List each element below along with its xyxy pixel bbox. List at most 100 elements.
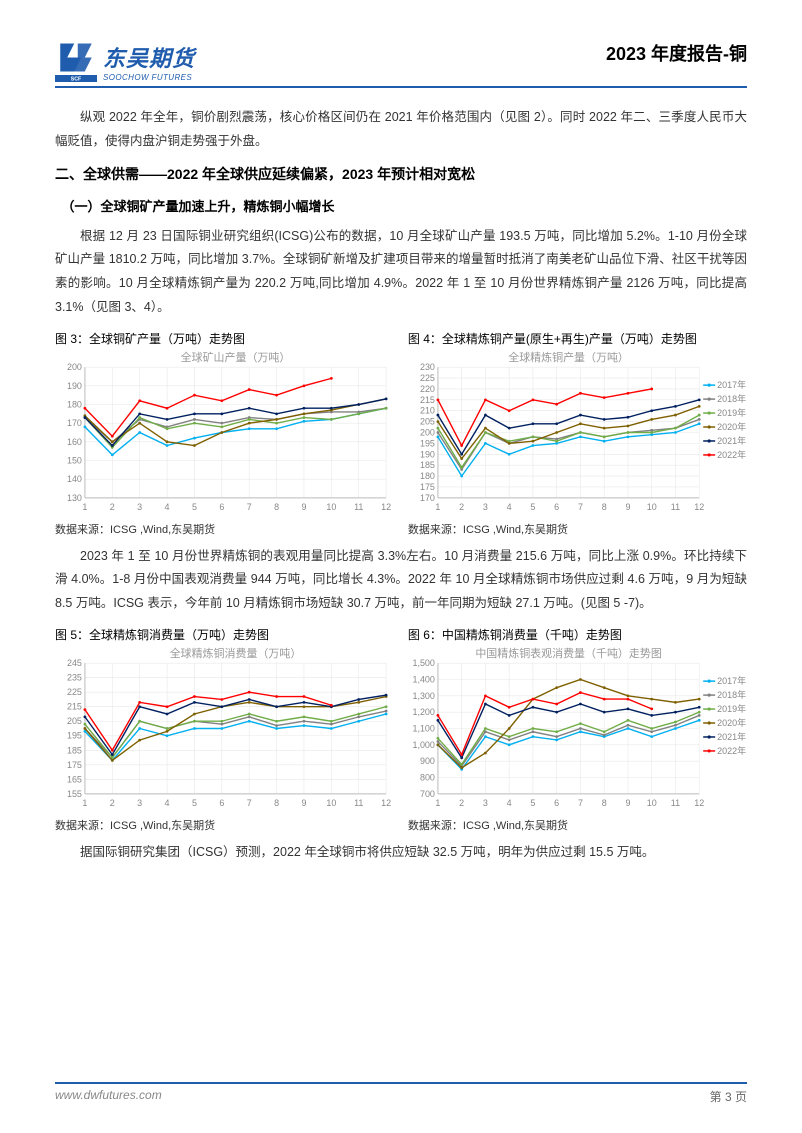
svg-text:12: 12: [381, 501, 391, 511]
svg-text:130: 130: [67, 492, 82, 502]
svg-text:4: 4: [507, 501, 512, 511]
chart-3: 130140150160170180190200123456789101112全…: [55, 349, 394, 514]
svg-text:5: 5: [530, 501, 535, 511]
svg-text:230: 230: [420, 362, 435, 372]
svg-text:185: 185: [67, 745, 82, 755]
chart-3-source: 数据来源：ICSG ,Wind,东吴期货: [55, 521, 394, 537]
svg-text:225: 225: [67, 687, 82, 697]
svg-text:215: 215: [420, 394, 435, 404]
svg-text:3: 3: [137, 501, 142, 511]
svg-text:6: 6: [219, 501, 224, 511]
svg-text:8: 8: [602, 798, 607, 808]
svg-text:2019年: 2019年: [717, 407, 746, 418]
svg-text:全球矿山产量（万吨）: 全球矿山产量（万吨）: [181, 350, 291, 364]
chart-5: 1551651751851952052152252352451234567891…: [55, 645, 394, 810]
svg-text:6: 6: [219, 798, 224, 808]
chart-6-title: 图 6：中国精炼铜消费量（千吨）走势图: [408, 626, 747, 643]
svg-text:1,300: 1,300: [412, 691, 434, 701]
doc-title: 2023 年度报告-铜: [606, 40, 747, 66]
svg-text:1: 1: [435, 798, 440, 808]
svg-text:3: 3: [483, 501, 488, 511]
svg-text:1: 1: [82, 798, 87, 808]
svg-text:165: 165: [67, 774, 82, 784]
svg-text:235: 235: [67, 672, 82, 682]
svg-text:175: 175: [420, 481, 435, 491]
footer-page-number: 第 3 页: [710, 1088, 747, 1105]
chart-6: 7008009001,0001,1001,2001,3001,4001,5001…: [408, 645, 747, 810]
subsection-1-heading: （一）全球铜矿产量加速上升，精炼铜小幅增长: [55, 196, 747, 215]
chart-4: 1701751801851901952002052102152202252301…: [408, 349, 747, 514]
svg-text:2022年: 2022年: [717, 745, 746, 756]
brand-logo-icon: SCF: [55, 40, 97, 82]
svg-text:9: 9: [301, 798, 306, 808]
svg-text:11: 11: [354, 501, 363, 511]
svg-text:205: 205: [67, 716, 82, 726]
svg-text:2022年: 2022年: [717, 448, 746, 459]
chart-5-title: 图 5：全球精炼铜消费量（万吨）走势图: [55, 626, 394, 643]
svg-text:190: 190: [420, 449, 435, 459]
svg-text:12: 12: [381, 798, 391, 808]
svg-text:8: 8: [602, 501, 607, 511]
svg-text:180: 180: [420, 471, 435, 481]
chart-4-title: 图 4：全球精炼铜产量(原生+再生)产量（万吨）走势图: [408, 330, 747, 347]
svg-text:10: 10: [326, 501, 336, 511]
svg-text:245: 245: [67, 658, 82, 668]
svg-text:160: 160: [67, 436, 82, 446]
svg-text:8: 8: [274, 798, 279, 808]
svg-text:11: 11: [354, 798, 363, 808]
svg-text:9: 9: [625, 501, 630, 511]
svg-text:1: 1: [82, 501, 87, 511]
svg-text:全球精炼铜消费量（万吨）: 全球精炼铜消费量（万吨）: [170, 646, 302, 660]
svg-text:中国精炼铜表观消费量（千吨）走势图: 中国精炼铜表观消费量（千吨）走势图: [475, 646, 661, 660]
header: SCF 东吴期货 SOOCHOW FUTURES 2023 年度报告-铜: [55, 40, 747, 88]
svg-text:1,500: 1,500: [412, 658, 434, 668]
svg-text:12: 12: [694, 501, 704, 511]
chart-6-source: 数据来源：ICSG ,Wind,东吴期货: [408, 817, 747, 833]
svg-text:150: 150: [67, 455, 82, 465]
svg-text:全球精炼铜产量（万吨）: 全球精炼铜产量（万吨）: [508, 350, 629, 364]
svg-text:4: 4: [165, 798, 170, 808]
svg-text:2021年: 2021年: [717, 731, 746, 742]
svg-text:10: 10: [647, 501, 657, 511]
svg-text:5: 5: [192, 501, 197, 511]
svg-text:170: 170: [67, 418, 82, 428]
svg-text:7: 7: [578, 501, 583, 511]
svg-text:2017年: 2017年: [717, 379, 746, 390]
svg-text:9: 9: [625, 798, 630, 808]
footer: www.dwfutures.com 第 3 页: [55, 1082, 747, 1105]
svg-text:220: 220: [420, 383, 435, 393]
svg-text:800: 800: [420, 772, 435, 782]
paragraph-1: 根据 12 月 23 日国际铜业研究组织(ICSG)公布的数据，10 月全球矿山…: [55, 225, 747, 320]
svg-text:7: 7: [247, 798, 252, 808]
svg-text:170: 170: [420, 492, 435, 502]
svg-text:SCF: SCF: [71, 76, 82, 82]
svg-text:180: 180: [67, 399, 82, 409]
svg-text:200: 200: [420, 427, 435, 437]
svg-text:140: 140: [67, 474, 82, 484]
svg-text:205: 205: [420, 416, 435, 426]
svg-text:3: 3: [483, 798, 488, 808]
svg-text:2017年: 2017年: [717, 675, 746, 686]
svg-text:1,100: 1,100: [412, 723, 434, 733]
svg-text:195: 195: [67, 730, 82, 740]
logo-block: SCF 东吴期货 SOOCHOW FUTURES: [55, 40, 195, 82]
svg-text:8: 8: [274, 501, 279, 511]
svg-text:1: 1: [435, 501, 440, 511]
svg-text:190: 190: [67, 380, 82, 390]
svg-text:155: 155: [67, 789, 82, 799]
svg-text:2: 2: [459, 501, 464, 511]
svg-text:2: 2: [110, 798, 115, 808]
svg-text:1,400: 1,400: [412, 674, 434, 684]
svg-text:195: 195: [420, 438, 435, 448]
svg-text:2018年: 2018年: [717, 393, 746, 404]
paragraph-2: 2023 年 1 至 10 月份世界精炼铜的表观用量同比提高 3.3%左右。10…: [55, 545, 747, 616]
section-2-heading: 二、全球供需——2022 年全球供应延续偏紧，2023 年预计相对宽松: [55, 164, 747, 184]
svg-text:900: 900: [420, 756, 435, 766]
svg-text:185: 185: [420, 460, 435, 470]
chart-3-title: 图 3：全球铜矿产量（万吨）走势图: [55, 330, 394, 347]
svg-text:6: 6: [554, 798, 559, 808]
footer-url: www.dwfutures.com: [55, 1088, 162, 1105]
svg-text:12: 12: [694, 798, 704, 808]
chart-5-source: 数据来源：ICSG ,Wind,东吴期货: [55, 817, 394, 833]
svg-text:10: 10: [326, 798, 336, 808]
